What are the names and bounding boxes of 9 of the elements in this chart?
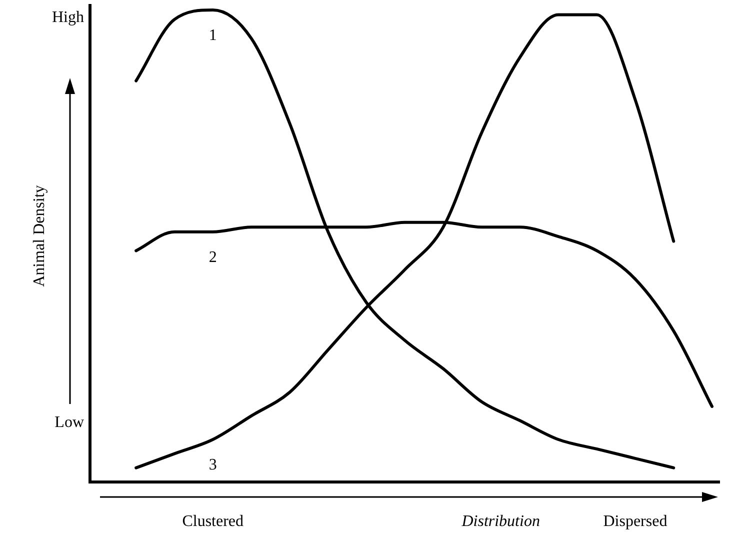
- text: High: [52, 9, 84, 26]
- x-tick-label: Clustered: [182, 512, 244, 530]
- text: Low: [54, 414, 84, 432]
- series-label: 1: [208, 27, 217, 44]
- series-label: 2: [208, 249, 217, 266]
- y-axis-title: Animal Density: [31, 185, 48, 287]
- x-axis-title: Distribution: [460, 513, 540, 530]
- series-label: 3: [208, 456, 217, 474]
- x-tick-label: Dispersed: [603, 512, 668, 530]
